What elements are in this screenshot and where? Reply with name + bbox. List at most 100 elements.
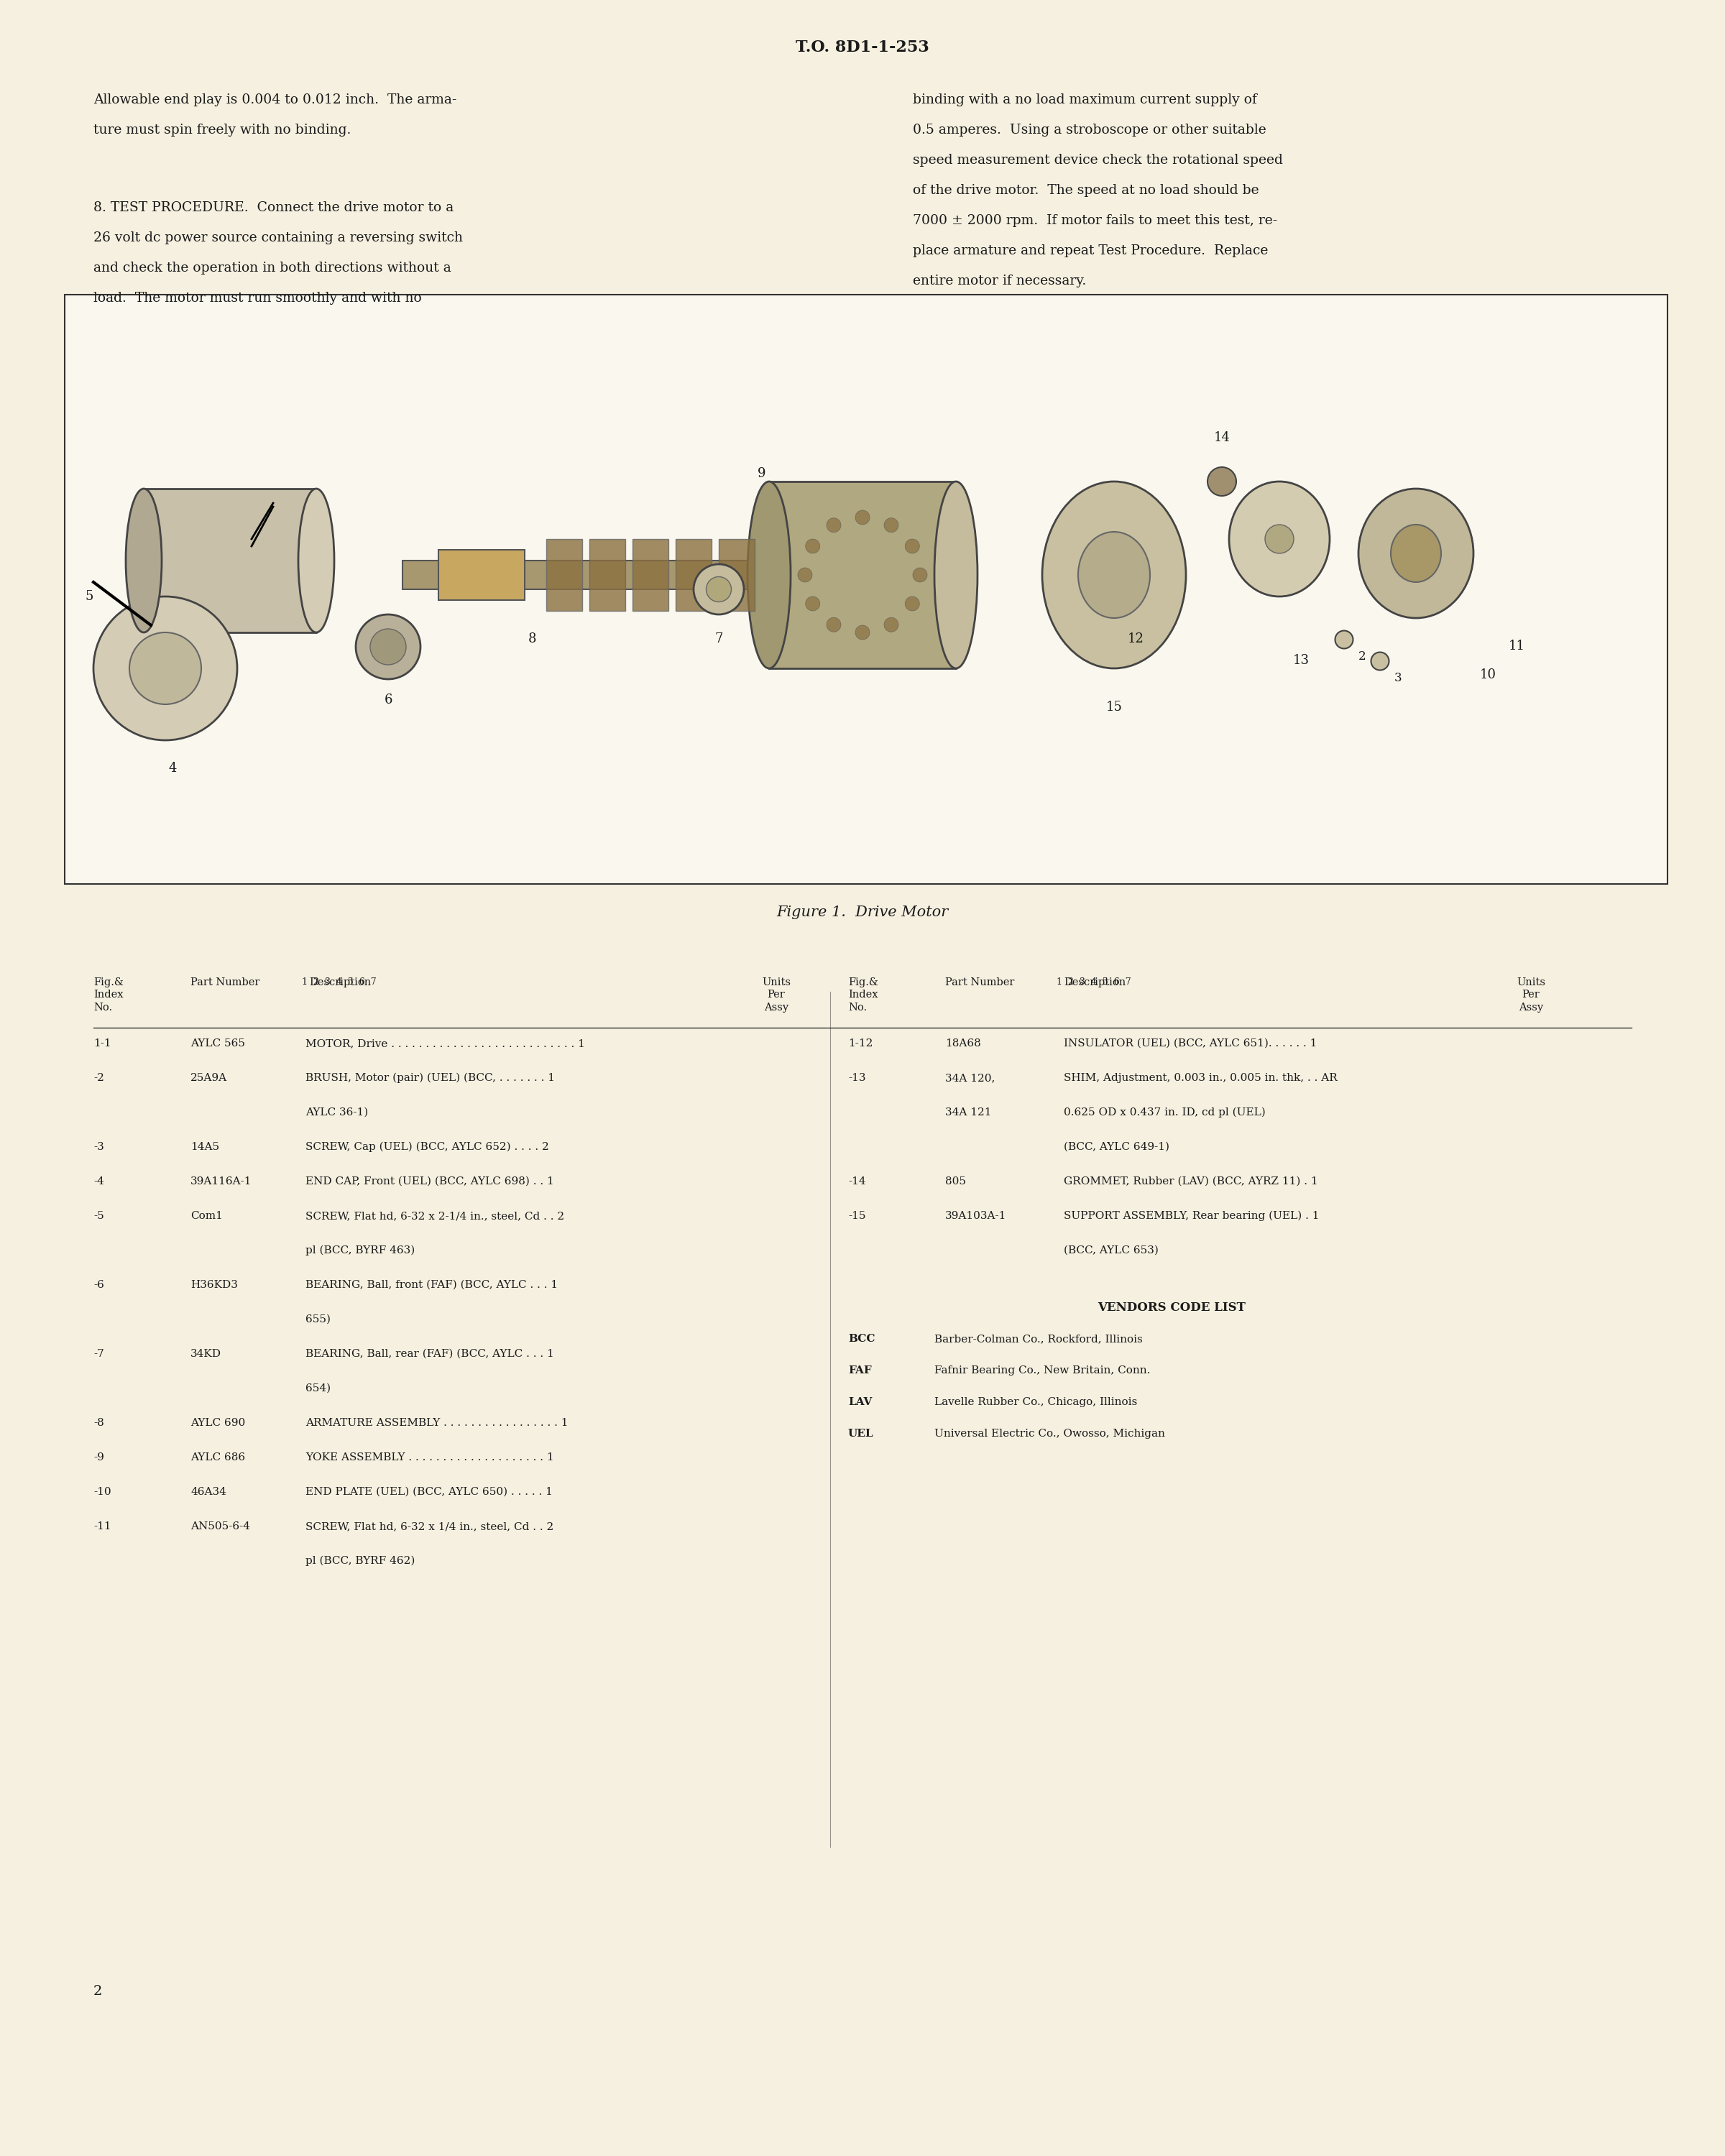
Ellipse shape: [93, 597, 238, 740]
Text: pl (BCC, BYRF 462): pl (BCC, BYRF 462): [305, 1557, 416, 1565]
Text: 1-1: 1-1: [93, 1039, 110, 1048]
Ellipse shape: [797, 567, 812, 582]
Text: YOKE ASSEMBLY . . . . . . . . . . . . . . . . . . . . 1: YOKE ASSEMBLY . . . . . . . . . . . . . …: [305, 1453, 554, 1462]
Ellipse shape: [747, 481, 790, 668]
Text: 9: 9: [757, 468, 766, 481]
Text: T.O. 8D1-1-253: T.O. 8D1-1-253: [795, 39, 930, 56]
Text: 1  2  3  4  5  6  7: 1 2 3 4 5 6 7: [1056, 977, 1132, 987]
Text: 654): 654): [305, 1384, 331, 1393]
Ellipse shape: [1371, 651, 1389, 671]
Text: pl (BCC, BYRF 463): pl (BCC, BYRF 463): [305, 1246, 416, 1255]
Text: Part Number: Part Number: [945, 977, 1014, 987]
Text: AYLC 565: AYLC 565: [190, 1039, 245, 1048]
Ellipse shape: [806, 539, 819, 554]
Ellipse shape: [126, 489, 162, 632]
Text: SHIM, Adjustment, 0.003 in., 0.005 in. thk, . . AR: SHIM, Adjustment, 0.003 in., 0.005 in. t…: [1064, 1074, 1337, 1082]
Bar: [590, 539, 626, 610]
Ellipse shape: [1078, 533, 1151, 619]
Text: 5: 5: [85, 591, 93, 604]
Text: H36KD3: H36KD3: [190, 1281, 238, 1289]
Ellipse shape: [906, 597, 919, 610]
Text: 25A9A: 25A9A: [190, 1074, 228, 1082]
Text: -10: -10: [93, 1488, 110, 1496]
Ellipse shape: [806, 597, 819, 610]
Text: SUPPORT ASSEMBLY, Rear bearing (UEL) . 1: SUPPORT ASSEMBLY, Rear bearing (UEL) . 1: [1064, 1212, 1320, 1220]
Text: 4: 4: [169, 761, 176, 774]
Text: 2: 2: [1359, 651, 1366, 662]
Ellipse shape: [1335, 630, 1352, 649]
Text: AYLC 690: AYLC 690: [190, 1419, 245, 1427]
Text: 14A5: 14A5: [190, 1143, 219, 1151]
Text: 15: 15: [1106, 701, 1123, 714]
Text: 8. TEST PROCEDURE.  Connect the drive motor to a: 8. TEST PROCEDURE. Connect the drive mot…: [93, 201, 454, 213]
Bar: [719, 539, 756, 610]
Bar: [143, 489, 316, 632]
Text: 8: 8: [528, 632, 536, 645]
Text: (BCC, AYLC 653): (BCC, AYLC 653): [1064, 1246, 1159, 1255]
Bar: [438, 550, 524, 599]
Text: 12: 12: [1128, 632, 1144, 645]
Text: -5: -5: [93, 1212, 104, 1220]
Text: 34KD: 34KD: [190, 1350, 221, 1358]
Text: -6: -6: [93, 1281, 104, 1289]
Text: SCREW, Flat hd, 6-32 x 1/4 in., steel, Cd . . 2: SCREW, Flat hd, 6-32 x 1/4 in., steel, C…: [305, 1522, 554, 1531]
Text: MOTOR, Drive . . . . . . . . . . . . . . . . . . . . . . . . . . . 1: MOTOR, Drive . . . . . . . . . . . . . .…: [305, 1039, 585, 1048]
Text: AYLC 36-1): AYLC 36-1): [305, 1108, 367, 1117]
Text: -11: -11: [93, 1522, 110, 1531]
Text: Universal Electric Co., Owosso, Michigan: Universal Electric Co., Owosso, Michigan: [935, 1429, 1164, 1438]
Text: Lavelle Rubber Co., Chicago, Illinois: Lavelle Rubber Co., Chicago, Illinois: [935, 1397, 1137, 1408]
Ellipse shape: [298, 489, 335, 632]
Bar: [633, 539, 669, 610]
Text: -15: -15: [849, 1212, 866, 1220]
Text: END PLATE (UEL) (BCC, AYLC 650) . . . . . 1: END PLATE (UEL) (BCC, AYLC 650) . . . . …: [305, 1488, 552, 1496]
Text: -13: -13: [849, 1074, 866, 1082]
Text: SCREW, Flat hd, 6-32 x 2-1/4 in., steel, Cd . . 2: SCREW, Flat hd, 6-32 x 2-1/4 in., steel,…: [305, 1212, 564, 1220]
Bar: [769, 481, 956, 668]
Ellipse shape: [693, 565, 743, 614]
Ellipse shape: [885, 617, 899, 632]
Text: binding with a no load maximum current supply of: binding with a no load maximum current s…: [913, 93, 1258, 106]
Text: -2: -2: [93, 1074, 104, 1082]
Text: speed measurement device check the rotational speed: speed measurement device check the rotat…: [913, 153, 1283, 166]
Text: Fafnir Bearing Co., New Britain, Conn.: Fafnir Bearing Co., New Britain, Conn.: [935, 1365, 1151, 1376]
Text: Fig.&
Index
No.: Fig.& Index No.: [93, 977, 124, 1013]
Bar: [547, 539, 583, 610]
Ellipse shape: [935, 481, 978, 668]
Text: 655): 655): [305, 1315, 331, 1324]
Ellipse shape: [1042, 481, 1187, 668]
Text: -3: -3: [93, 1143, 104, 1151]
Text: load.  The motor must run smoothly and with no: load. The motor must run smoothly and wi…: [93, 291, 421, 304]
Text: 0.5 amperes.  Using a stroboscope or other suitable: 0.5 amperes. Using a stroboscope or othe…: [913, 123, 1266, 136]
Text: and check the operation in both directions without a: and check the operation in both directio…: [93, 261, 452, 274]
Text: BEARING, Ball, front (FAF) (BCC, AYLC . . . 1: BEARING, Ball, front (FAF) (BCC, AYLC . …: [305, 1281, 557, 1289]
Ellipse shape: [1359, 489, 1473, 619]
Ellipse shape: [856, 625, 869, 640]
Text: Description: Description: [1064, 977, 1126, 987]
Text: Fig.&
Index
No.: Fig.& Index No.: [849, 977, 878, 1013]
Text: UEL: UEL: [849, 1429, 875, 1438]
Text: ARMATURE ASSEMBLY . . . . . . . . . . . . . . . . . 1: ARMATURE ASSEMBLY . . . . . . . . . . . …: [305, 1419, 568, 1427]
Text: 1: 1: [167, 662, 178, 675]
Ellipse shape: [826, 517, 842, 533]
Ellipse shape: [1390, 524, 1440, 582]
Text: END CAP, Front (UEL) (BCC, AYLC 698) . . 1: END CAP, Front (UEL) (BCC, AYLC 698) . .…: [305, 1177, 554, 1186]
Text: 39A103A-1: 39A103A-1: [945, 1212, 1006, 1220]
Text: SCREW, Cap (UEL) (BCC, AYLC 652) . . . . 2: SCREW, Cap (UEL) (BCC, AYLC 652) . . . .…: [305, 1143, 549, 1151]
Text: 805: 805: [945, 1177, 966, 1186]
Ellipse shape: [856, 511, 869, 524]
Bar: [66, 295, 1668, 884]
Text: of the drive motor.  The speed at no load should be: of the drive motor. The speed at no load…: [913, 183, 1259, 196]
Text: VENDORS CODE LIST: VENDORS CODE LIST: [1097, 1302, 1245, 1313]
Text: 34A 121: 34A 121: [945, 1108, 992, 1117]
Text: BRUSH, Motor (pair) (UEL) (BCC, . . . . . . . 1: BRUSH, Motor (pair) (UEL) (BCC, . . . . …: [305, 1074, 555, 1082]
Text: 1  2  3  4  5  6  7: 1 2 3 4 5 6 7: [302, 977, 376, 987]
Text: BEARING, Ball, rear (FAF) (BCC, AYLC . . . 1: BEARING, Ball, rear (FAF) (BCC, AYLC . .…: [305, 1350, 554, 1358]
Text: -9: -9: [93, 1453, 104, 1462]
Text: AN505-6-4: AN505-6-4: [190, 1522, 250, 1531]
Text: -8: -8: [93, 1419, 104, 1427]
Text: entire motor if necessary.: entire motor if necessary.: [913, 274, 1087, 287]
Ellipse shape: [371, 630, 405, 664]
Text: BCC: BCC: [849, 1335, 875, 1343]
Text: 6: 6: [385, 694, 392, 707]
Ellipse shape: [913, 567, 928, 582]
